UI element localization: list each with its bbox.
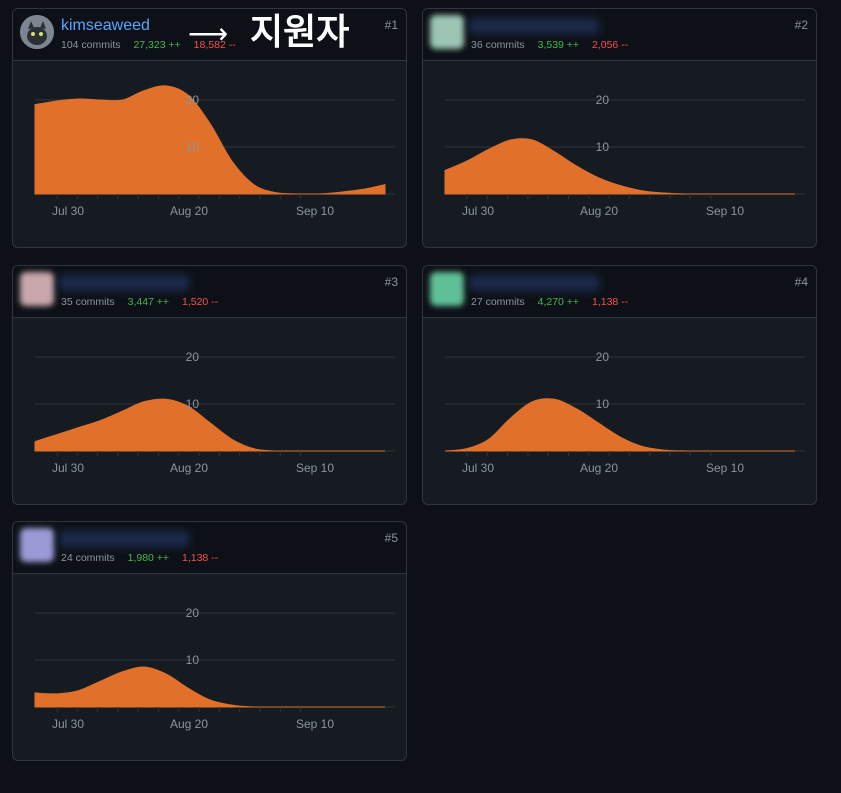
contributor-card-3: 35 commits 3,447 ++ 1,520 -- #3 10 20 Jul … [12, 265, 407, 505]
x-tick-label: Sep 10 [296, 461, 334, 475]
commit-area [34, 398, 385, 452]
username-link[interactable] [469, 275, 599, 291]
contribution-chart: 10 20 Jul 30 Aug 20 Sep 10 [444, 93, 805, 218]
contributor-card-1: kimseaweed 104 commits 27,323 ++ 18,582 … [12, 8, 407, 248]
y-tick-label: 20 [596, 93, 610, 107]
x-tick-label: Sep 10 [706, 461, 744, 475]
contributor-card-4: 27 commits 4,270 ++ 1,138 -- #4 10 20 Jul … [422, 265, 817, 505]
rank-label: #1 [384, 18, 398, 32]
contributor-card-2: 36 commits 3,539 ++ 2,056 -- #2 10 20 Jul … [422, 8, 817, 248]
y-tick-label: 20 [186, 350, 200, 364]
rank-label: #5 [384, 531, 398, 545]
contribution-chart: 10 20 Jul 30 Aug 20 Sep 10 [444, 350, 805, 475]
x-tick-label: Jul 30 [462, 461, 494, 475]
avatar[interactable] [430, 272, 464, 306]
contribution-stats: 35 commits 3,447 ++ 1,520 -- [61, 296, 218, 308]
rank-label: #3 [384, 275, 398, 289]
avatar[interactable] [20, 15, 54, 49]
commit-count[interactable]: 24 commits [61, 552, 115, 564]
additions-count: 3,539 ++ [537, 39, 580, 51]
x-tick-label: Aug 20 [170, 461, 208, 475]
commit-area [34, 666, 385, 708]
y-tick-label: 20 [186, 93, 200, 107]
commit-count[interactable]: 27 commits [471, 296, 525, 308]
card-header: 35 commits 3,447 ++ 1,520 -- #3 [13, 266, 406, 318]
card-header: kimseaweed 104 commits 27,323 ++ 18,582 … [13, 9, 406, 61]
annotation-text: 지원자 [250, 11, 350, 52]
additions-count: 3,447 ++ [127, 296, 170, 308]
x-tick-label: Jul 30 [52, 204, 84, 218]
x-tick-label: Jul 30 [52, 461, 84, 475]
rank-label: #2 [794, 18, 808, 32]
commit-count[interactable]: 35 commits [61, 296, 115, 308]
y-tick-label: 10 [596, 140, 610, 154]
x-tick-label: Sep 10 [296, 717, 334, 731]
x-tick-label: Aug 20 [580, 461, 618, 475]
additions-count: 1,980 ++ [127, 552, 170, 564]
additions-count: 27,323 ++ [133, 39, 181, 51]
contribution-chart: 10 20 Jul 30 Aug 20 Sep 10 [34, 606, 395, 731]
commit-count[interactable]: 36 commits [471, 39, 525, 51]
card-header: 24 commits 1,980 ++ 1,138 -- #5 [13, 522, 406, 574]
username-link[interactable]: kimseaweed [61, 17, 150, 34]
cat-avatar-icon [20, 15, 54, 49]
y-tick-label: 10 [596, 397, 610, 411]
y-tick-label: 20 [596, 350, 610, 364]
x-tick-label: Aug 20 [170, 717, 208, 731]
x-tick-label: Aug 20 [170, 204, 208, 218]
username-link[interactable] [59, 275, 189, 291]
avatar[interactable] [20, 272, 54, 306]
rank-label: #4 [794, 275, 808, 289]
deletions-count: 18,582 -- [193, 39, 236, 51]
username-link[interactable] [59, 531, 189, 547]
x-tick-label: Aug 20 [580, 204, 618, 218]
contribution-stats: 104 commits 27,323 ++ 18,582 -- [61, 39, 236, 51]
avatar[interactable] [20, 528, 54, 562]
deletions-count: 1,138 -- [182, 552, 219, 564]
additions-count: 4,270 ++ [537, 296, 580, 308]
y-tick-label: 10 [186, 397, 200, 411]
commit-area [34, 85, 386, 195]
contribution-chart: 10 20 Jul 30 Aug 20 Sep 10 [34, 85, 395, 218]
x-tick-label: Jul 30 [52, 717, 84, 731]
commit-area [444, 138, 795, 195]
y-tick-label: 20 [186, 606, 200, 620]
contribution-stats: 36 commits 3,539 ++ 2,056 -- [471, 39, 628, 51]
avatar[interactable] [430, 15, 464, 49]
username-link[interactable] [469, 18, 599, 34]
x-tick-label: Sep 10 [296, 204, 334, 218]
card-header: 27 commits 4,270 ++ 1,138 -- #4 [423, 266, 816, 318]
x-tick-label: Jul 30 [462, 204, 494, 218]
arrow-icon: ⟶ [188, 18, 229, 49]
contribution-chart: 10 20 Jul 30 Aug 20 Sep 10 [34, 350, 395, 475]
y-tick-label: 10 [186, 140, 200, 154]
deletions-count: 2,056 -- [592, 39, 629, 51]
deletions-count: 1,520 -- [182, 296, 219, 308]
commit-area [444, 398, 795, 452]
contribution-stats: 27 commits 4,270 ++ 1,138 -- [471, 296, 628, 308]
deletions-count: 1,138 -- [592, 296, 629, 308]
commit-count[interactable]: 104 commits [61, 39, 121, 51]
x-tick-label: Sep 10 [706, 204, 744, 218]
contributor-card-5: 24 commits 1,980 ++ 1,138 -- #5 10 20 Jul … [12, 521, 407, 761]
y-tick-label: 10 [186, 653, 200, 667]
contribution-stats: 24 commits 1,980 ++ 1,138 -- [61, 552, 218, 564]
card-header: 36 commits 3,539 ++ 2,056 -- #2 [423, 9, 816, 61]
